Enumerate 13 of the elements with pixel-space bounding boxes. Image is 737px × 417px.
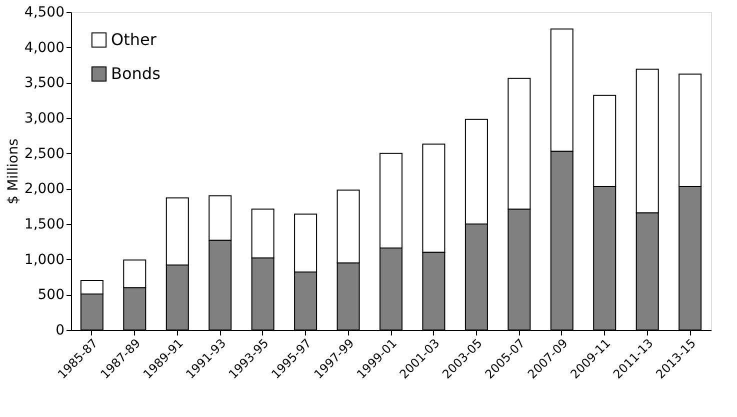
y-tick-label: 1,500 (24, 216, 64, 232)
y-tick-label: 2,000 (24, 181, 64, 198)
y-tick-label: 3,500 (24, 75, 64, 92)
y-tick-label: 1,000 (24, 252, 64, 268)
legend-label: Other (111, 30, 157, 49)
y-tick-label: 2,500 (24, 146, 64, 162)
legend-label: Bonds (111, 64, 160, 83)
y-tick-label: 0 (56, 322, 64, 338)
y-tick-label: 4,500 (24, 4, 64, 20)
y-tick-label: 3,000 (24, 110, 64, 126)
y-tick-label: 4,000 (24, 40, 64, 56)
y-axis-title: $ Millions (5, 138, 22, 204)
y-tick-label: 500 (38, 287, 64, 304)
